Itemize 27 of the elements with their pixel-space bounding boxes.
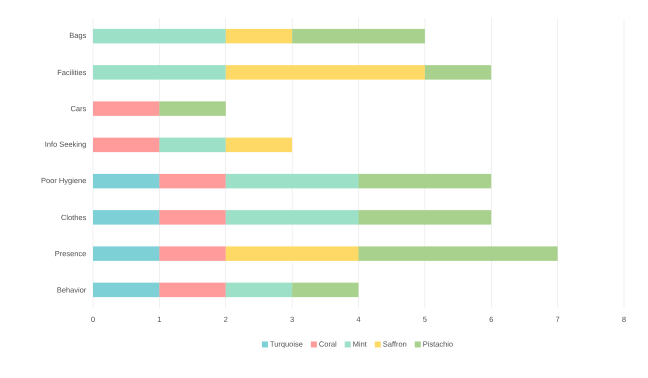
bar <box>292 282 358 298</box>
bar <box>159 101 226 116</box>
bar <box>358 174 492 188</box>
bar <box>93 174 160 188</box>
bar <box>292 28 425 44</box>
bar <box>226 174 358 188</box>
bar <box>358 210 492 225</box>
bar <box>93 282 160 298</box>
bar <box>159 282 226 298</box>
bar <box>93 101 160 116</box>
bar <box>159 174 226 188</box>
bar <box>159 246 226 261</box>
bar <box>159 210 226 225</box>
bar <box>358 246 558 261</box>
bar <box>226 65 425 80</box>
bar <box>226 138 292 152</box>
bar <box>93 28 226 44</box>
bar <box>424 65 492 80</box>
bar <box>226 246 358 261</box>
bar <box>159 138 226 152</box>
bar <box>93 138 160 152</box>
bar <box>93 246 160 261</box>
bar <box>93 65 226 80</box>
bar <box>226 28 292 44</box>
bar <box>226 210 358 225</box>
bar <box>226 282 292 298</box>
bar <box>93 210 160 225</box>
